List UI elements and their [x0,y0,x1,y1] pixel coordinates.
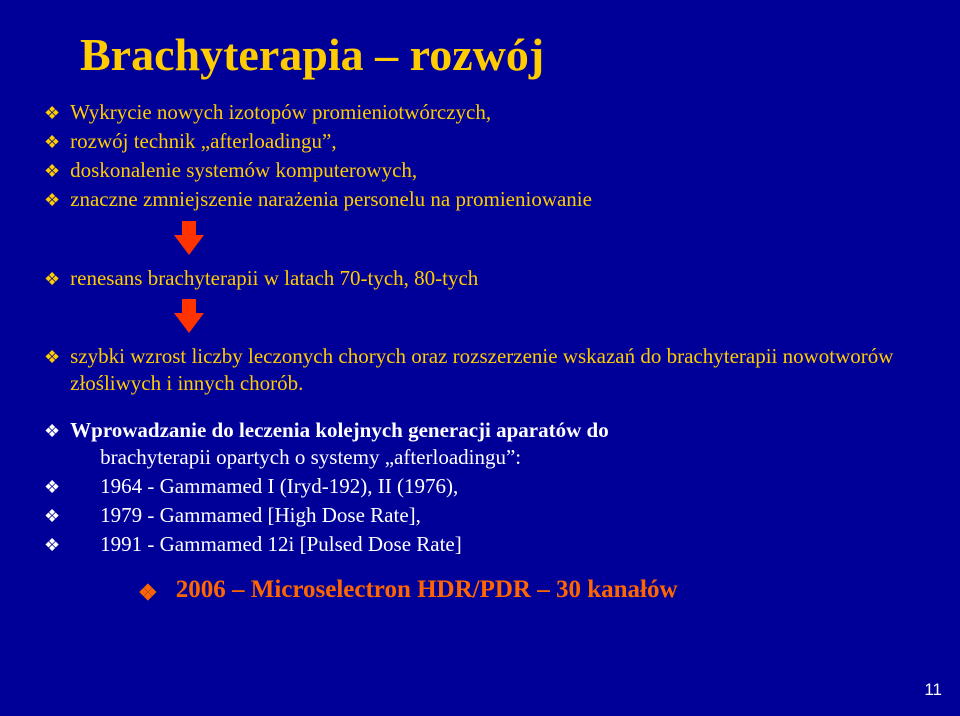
diamond-bullet-icon: ❖ [44,268,60,291]
diamond-bullet-icon: ❖ [44,160,60,183]
bullet-item-intro: ❖ Wprowadzanie do leczenia kolejnych gen… [44,417,916,471]
bullet-item: ❖ doskonalenie systemów komputerowych, [44,157,916,184]
bullet-text: szybki wzrost liczby leczonych chorych o… [70,343,916,397]
intro-bold: Wprowadzanie do leczenia kolejnych gener… [70,418,609,442]
arrow-row-2 [44,299,916,333]
block-growth: ❖ szybki wzrost liczby leczonych chorych… [44,343,916,397]
bullet-text: rozwój technik „afterloadingu”, [70,128,916,155]
block-isotopes: ❖ Wykrycie nowych izotopów promieniotwór… [44,99,916,213]
page-number: 11 [924,680,942,700]
diamond-bullet-icon: ❖ [138,580,158,606]
bullet-item: ❖ 1991 - Gammamed 12i [Pulsed Dose Rate] [44,531,916,558]
diamond-bullet-icon: ❖ [44,346,60,369]
bottom-text: 2006 – Microselectron HDR/PDR – 30 kanał… [176,576,678,604]
bullet-text: 1991 - Gammamed 12i [Pulsed Dose Rate] [70,531,916,558]
diamond-bullet-icon: ❖ [44,189,60,212]
block-generations: ❖ Wprowadzanie do leczenia kolejnych gen… [44,417,916,557]
arrow-row-1 [44,221,916,255]
bullet-item: ❖ Wykrycie nowych izotopów promieniotwór… [44,99,916,126]
bullet-text: renesans brachyterapii w latach 70-tych,… [70,265,916,292]
bullet-text: znaczne zmniejszenie narażenia personelu… [70,186,916,213]
bullet-item: ❖ 1979 - Gammamed [High Dose Rate], [44,502,916,529]
bullet-text: 1964 - Gammamed I (Iryd-192), II (1976), [70,473,916,500]
bullet-item: ❖ znaczne zmniejszenie narażenia persone… [44,186,916,213]
bullet-text: 1979 - Gammamed [High Dose Rate], [70,502,916,529]
spacer [44,399,916,417]
diamond-bullet-icon: ❖ [44,102,60,125]
bullet-item: ❖ rozwój technik „afterloadingu”, [44,128,916,155]
diamond-bullet-icon: ❖ [44,420,60,443]
bullet-text: doskonalenie systemów komputerowych, [70,157,916,184]
diamond-bullet-icon: ❖ [44,534,60,557]
block-renaissance: ❖ renesans brachyterapii w latach 70-tyc… [44,265,916,292]
bullet-text: Wprowadzanie do leczenia kolejnych gener… [70,417,916,471]
bottom-highlight: ❖ 2006 – Microselectron HDR/PDR – 30 kan… [44,576,916,606]
diamond-bullet-icon: ❖ [44,476,60,499]
bullet-item: ❖ szybki wzrost liczby leczonych chorych… [44,343,916,397]
bullet-item: ❖ renesans brachyterapii w latach 70-tyc… [44,265,916,292]
diamond-bullet-icon: ❖ [44,131,60,154]
bullet-item: ❖ 1964 - Gammamed I (Iryd-192), II (1976… [44,473,916,500]
arrow-down-icon [174,221,204,255]
slide-title: Brachyterapia – rozwój [44,28,916,81]
bullet-text: Wykrycie nowych izotopów promieniotwórcz… [70,99,916,126]
diamond-bullet-icon: ❖ [44,505,60,528]
intro-rest: brachyterapii opartych o systemy „afterl… [70,444,521,471]
arrow-down-icon [174,299,204,333]
